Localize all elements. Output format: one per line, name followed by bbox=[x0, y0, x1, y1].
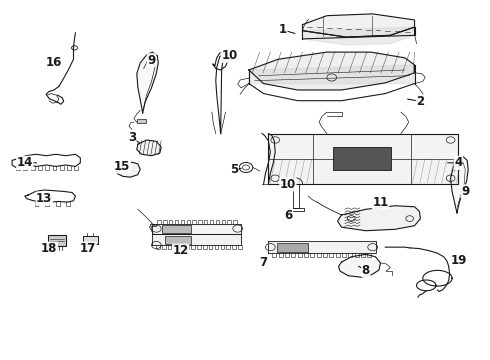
Text: 17: 17 bbox=[80, 242, 96, 255]
Text: 8: 8 bbox=[362, 264, 370, 276]
Text: 19: 19 bbox=[450, 254, 466, 267]
Bar bbox=[277, 243, 308, 252]
Bar bbox=[333, 147, 391, 170]
Bar bbox=[165, 237, 192, 244]
Text: 15: 15 bbox=[114, 160, 130, 173]
Text: 12: 12 bbox=[172, 244, 189, 257]
Polygon shape bbox=[249, 52, 415, 90]
Polygon shape bbox=[302, 27, 415, 45]
Bar bbox=[162, 225, 192, 233]
Bar bbox=[83, 237, 98, 244]
Polygon shape bbox=[152, 234, 241, 245]
Text: 2: 2 bbox=[416, 95, 424, 108]
Bar bbox=[48, 235, 66, 246]
Polygon shape bbox=[269, 134, 459, 184]
Text: 16: 16 bbox=[46, 56, 62, 69]
Polygon shape bbox=[339, 254, 380, 277]
Text: 14: 14 bbox=[17, 156, 33, 169]
Text: 6: 6 bbox=[284, 208, 292, 221]
Text: 3: 3 bbox=[128, 131, 136, 144]
Text: 10: 10 bbox=[280, 178, 296, 191]
Text: 11: 11 bbox=[372, 195, 389, 209]
Text: 10: 10 bbox=[221, 49, 238, 62]
Bar bbox=[137, 118, 146, 123]
Polygon shape bbox=[302, 14, 415, 37]
Polygon shape bbox=[249, 65, 415, 84]
Text: 4: 4 bbox=[454, 156, 463, 169]
Text: 7: 7 bbox=[259, 256, 268, 269]
Polygon shape bbox=[451, 157, 468, 213]
Polygon shape bbox=[137, 140, 161, 156]
Text: 9: 9 bbox=[461, 185, 469, 198]
Text: 1: 1 bbox=[279, 23, 287, 36]
Text: 5: 5 bbox=[230, 163, 239, 176]
Polygon shape bbox=[152, 224, 241, 234]
Polygon shape bbox=[116, 162, 140, 177]
Polygon shape bbox=[338, 206, 420, 231]
Text: 13: 13 bbox=[36, 192, 52, 205]
Polygon shape bbox=[137, 52, 158, 113]
Polygon shape bbox=[269, 241, 375, 253]
Text: 18: 18 bbox=[41, 242, 57, 255]
Text: 9: 9 bbox=[147, 54, 156, 67]
